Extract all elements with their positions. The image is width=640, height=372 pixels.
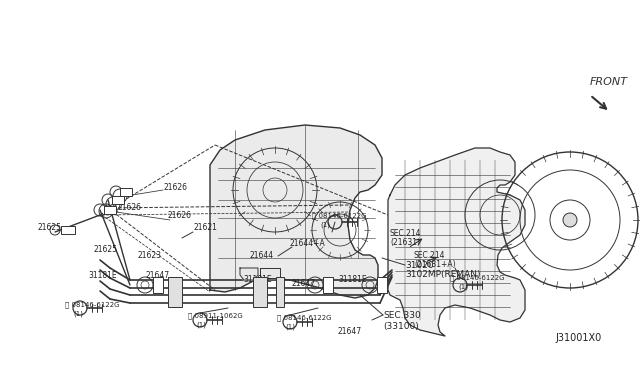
Circle shape bbox=[563, 213, 577, 227]
Text: 31020: 31020 bbox=[405, 260, 434, 269]
Text: 31181E: 31181E bbox=[243, 276, 271, 285]
Text: Ⓑ 08146-6122G: Ⓑ 08146-6122G bbox=[450, 275, 504, 281]
Text: Ⓑ 08146-6122G: Ⓑ 08146-6122G bbox=[277, 315, 332, 321]
Text: 21644: 21644 bbox=[250, 250, 274, 260]
FancyBboxPatch shape bbox=[168, 277, 182, 307]
Text: 21644+A: 21644+A bbox=[290, 240, 326, 248]
Text: 21625: 21625 bbox=[93, 246, 117, 254]
Text: (21631+A): (21631+A) bbox=[414, 260, 456, 269]
FancyBboxPatch shape bbox=[276, 277, 284, 307]
Text: (1): (1) bbox=[285, 324, 295, 330]
Text: 21626: 21626 bbox=[163, 183, 187, 192]
Text: SEC.214: SEC.214 bbox=[390, 230, 422, 238]
Text: Ⓑ 08146-6122G: Ⓑ 08146-6122G bbox=[312, 213, 367, 219]
FancyBboxPatch shape bbox=[120, 188, 132, 196]
FancyBboxPatch shape bbox=[253, 277, 267, 307]
Text: SEC.330: SEC.330 bbox=[383, 311, 420, 321]
Text: Ⓝ 08911-1062G: Ⓝ 08911-1062G bbox=[188, 313, 243, 319]
Polygon shape bbox=[260, 268, 280, 278]
FancyBboxPatch shape bbox=[377, 277, 387, 293]
Polygon shape bbox=[240, 268, 258, 280]
Text: (21631): (21631) bbox=[390, 238, 420, 247]
Text: J31001X0: J31001X0 bbox=[555, 333, 601, 343]
Text: 21647: 21647 bbox=[337, 327, 361, 337]
Text: (1): (1) bbox=[320, 222, 330, 228]
Polygon shape bbox=[388, 148, 525, 336]
Polygon shape bbox=[210, 125, 382, 298]
Text: 21623: 21623 bbox=[138, 251, 162, 260]
Text: (1): (1) bbox=[73, 311, 83, 317]
Text: (33100): (33100) bbox=[383, 321, 419, 330]
Text: 21625: 21625 bbox=[38, 224, 62, 232]
Text: 21647: 21647 bbox=[145, 272, 169, 280]
Text: (1): (1) bbox=[458, 284, 468, 290]
FancyBboxPatch shape bbox=[153, 277, 163, 293]
FancyBboxPatch shape bbox=[323, 277, 333, 293]
Text: 21626: 21626 bbox=[168, 212, 192, 221]
Text: (1): (1) bbox=[196, 322, 206, 328]
Text: SEC.214: SEC.214 bbox=[414, 250, 445, 260]
FancyBboxPatch shape bbox=[104, 206, 116, 214]
Text: 21621: 21621 bbox=[193, 224, 217, 232]
Text: 3102MP(REMAN): 3102MP(REMAN) bbox=[405, 270, 481, 279]
Text: 21647: 21647 bbox=[292, 279, 316, 288]
FancyBboxPatch shape bbox=[61, 226, 75, 234]
Text: 31181E: 31181E bbox=[88, 272, 116, 280]
FancyBboxPatch shape bbox=[112, 196, 124, 204]
Text: 21626: 21626 bbox=[117, 202, 141, 212]
Text: Ⓑ 08146-6122G: Ⓑ 08146-6122G bbox=[65, 302, 120, 308]
Text: 31181E: 31181E bbox=[338, 276, 367, 285]
Text: FRONT: FRONT bbox=[590, 77, 628, 87]
